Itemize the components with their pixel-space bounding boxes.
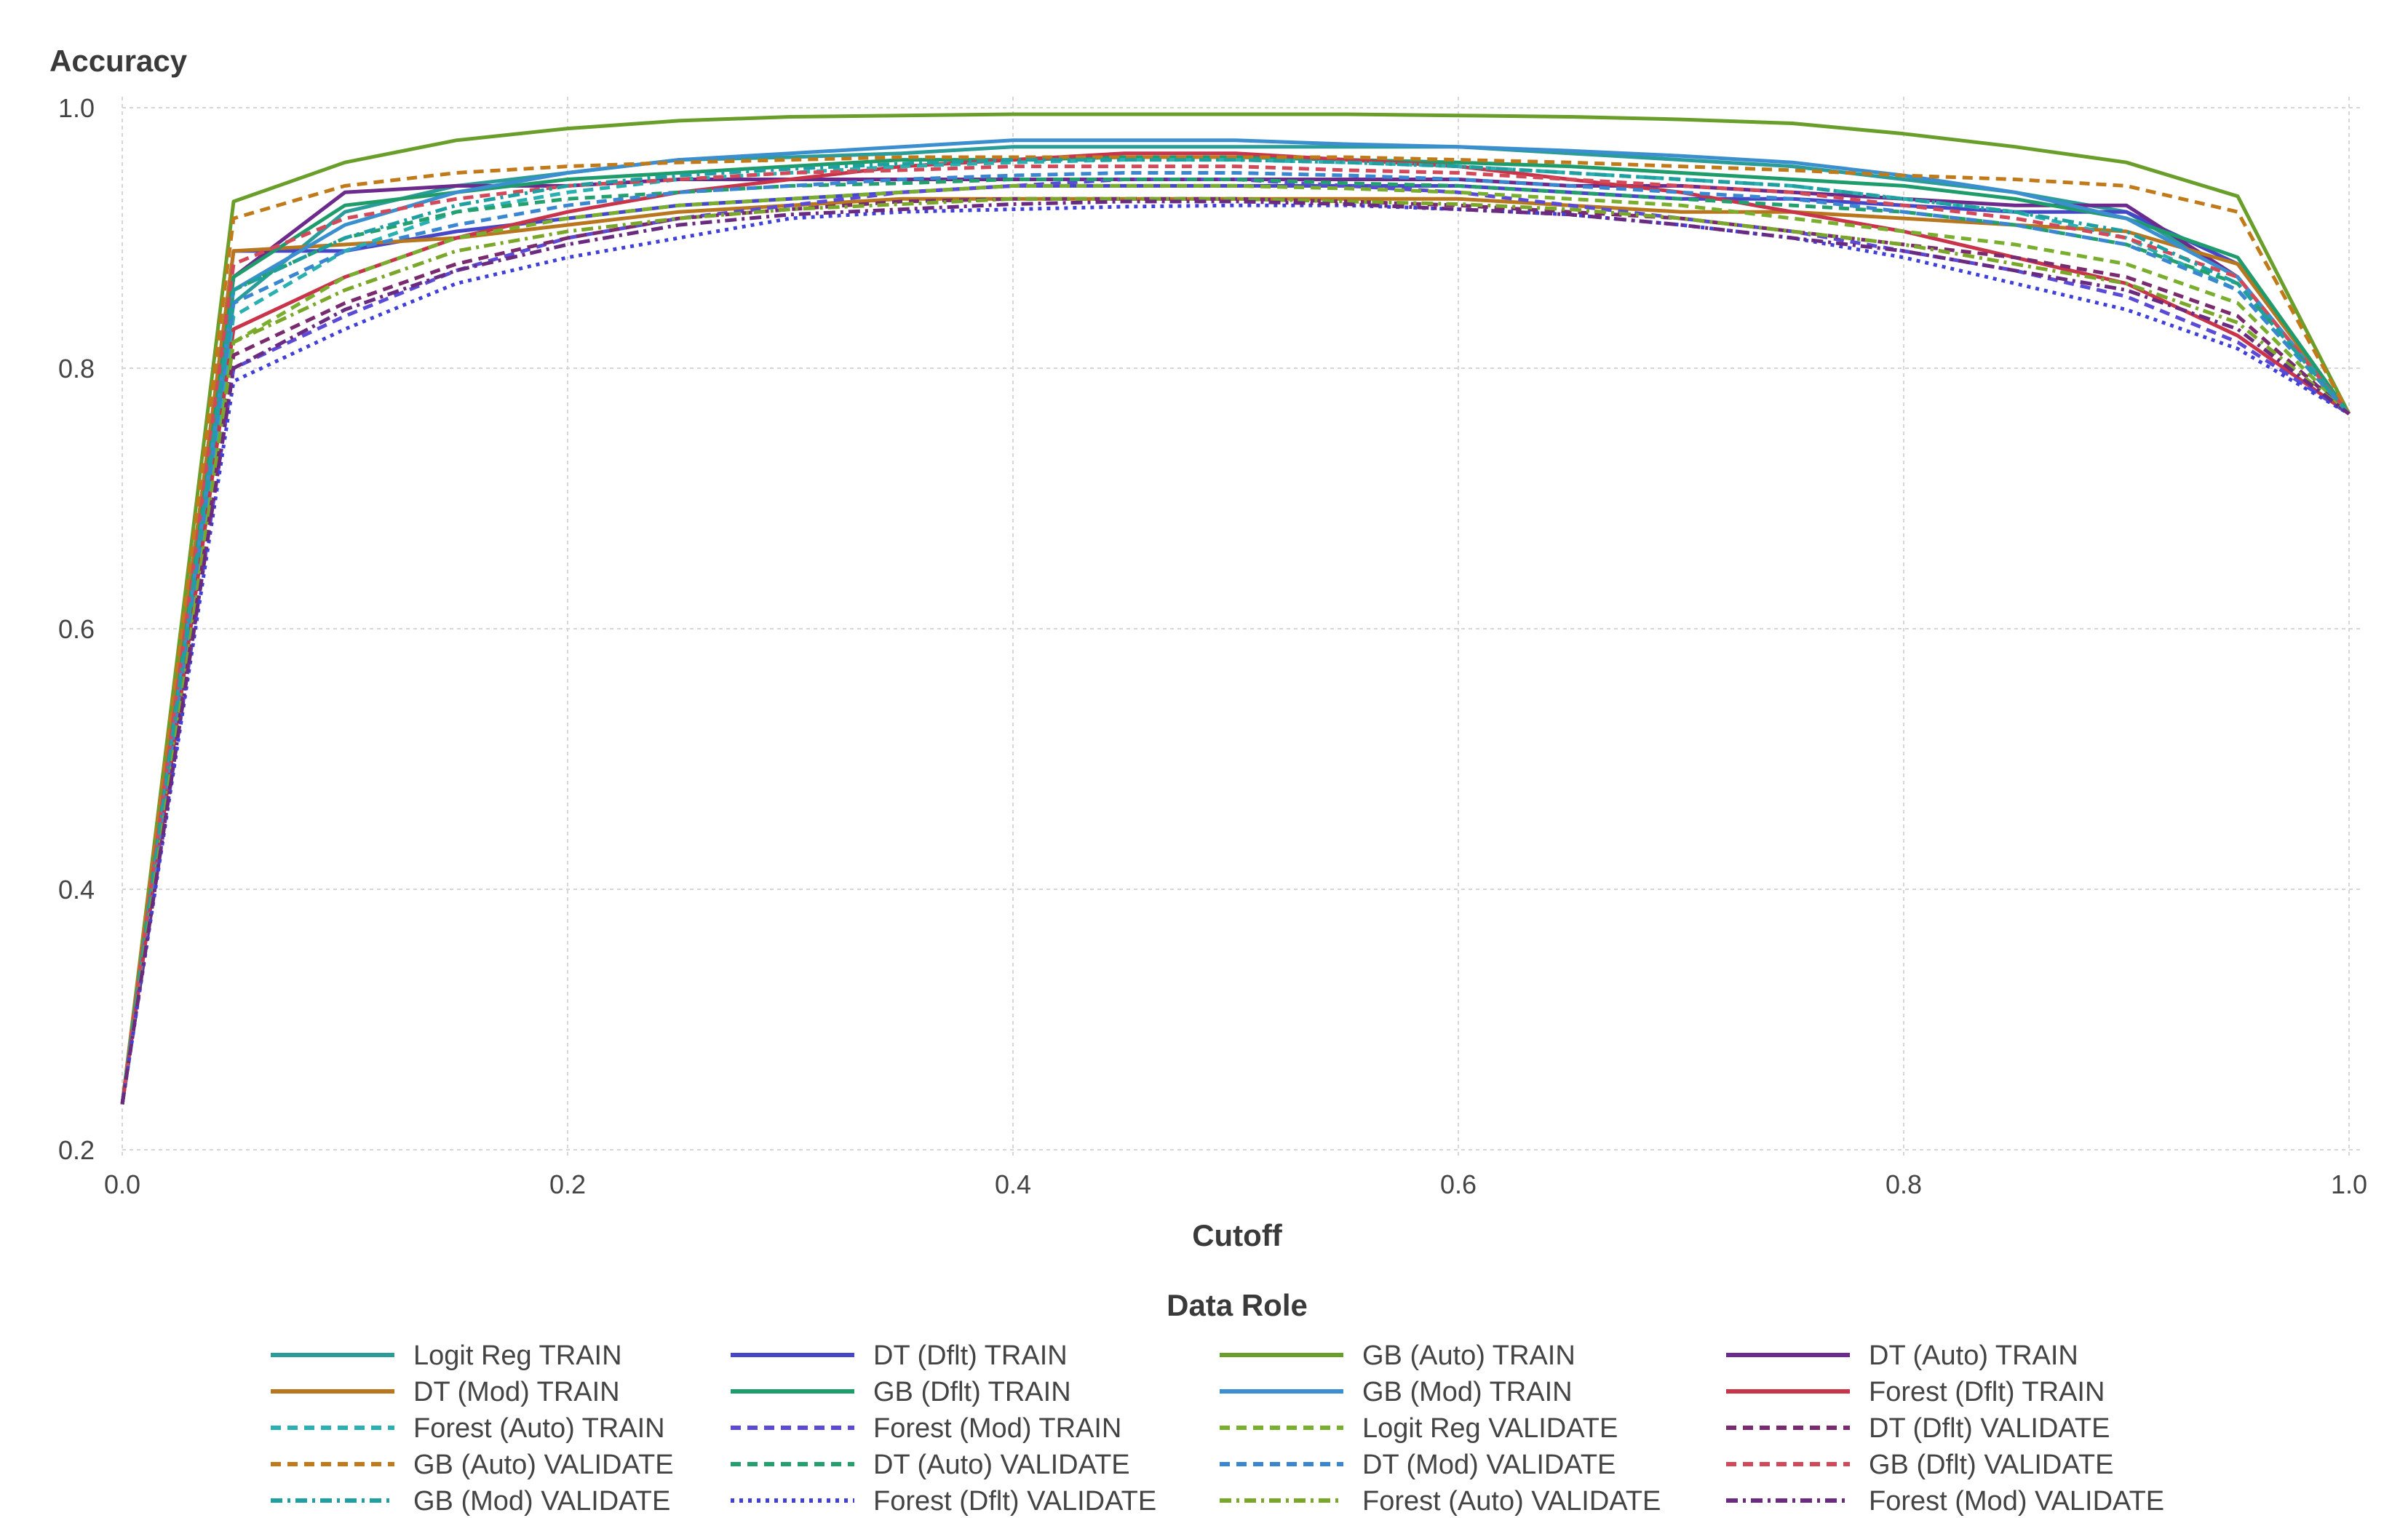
legend-label: DT (Mod) TRAIN	[413, 1377, 620, 1407]
legend-label: Logit Reg TRAIN	[413, 1340, 622, 1371]
legend-label: GB (Dflt) VALIDATE	[1869, 1450, 2113, 1480]
legend-label: Forest (Mod) TRAIN	[873, 1413, 1121, 1444]
legend-label: Forest (Dflt) VALIDATE	[873, 1486, 1156, 1517]
series-line-11	[120, 196, 2351, 1105]
legend-label: GB (Auto) TRAIN	[1362, 1340, 1575, 1371]
series-line-18	[120, 196, 2351, 1105]
y-axis-title: Accuracy	[49, 44, 188, 78]
legend-title: Data Role	[1167, 1288, 1308, 1322]
x-tick-label: 1.0	[2331, 1169, 2367, 1199]
legend-label: GB (Mod) TRAIN	[1362, 1377, 1573, 1407]
y-axis-ticks: 0.2 0.4 0.6 0.8 1.0	[58, 93, 95, 1165]
x-tick-label: 0.2	[549, 1169, 586, 1199]
legend-label: DT (Dflt) TRAIN	[873, 1340, 1068, 1371]
series-line-4	[120, 196, 2351, 1105]
series-line-3	[120, 178, 2351, 1105]
legend-label: GB (Dflt) TRAIN	[873, 1377, 1071, 1407]
legend-label: Forest (Mod) VALIDATE	[1869, 1486, 2164, 1517]
series-line-9	[120, 178, 2351, 1105]
legend-label: GB (Mod) VALIDATE	[413, 1486, 670, 1517]
legend-label: Logit Reg VALIDATE	[1362, 1413, 1618, 1444]
series-line-8	[120, 158, 2351, 1105]
series-line-15	[120, 164, 2351, 1105]
legend-label: Forest (Auto) TRAIN	[413, 1413, 665, 1444]
series-line-19	[120, 199, 2351, 1105]
grid	[122, 97, 2364, 1159]
x-axis-ticks: 0.0 0.2 0.4 0.6 0.8 1.0	[104, 1169, 2367, 1199]
x-axis-title: Cutoff	[1192, 1218, 1283, 1252]
series-lines	[120, 112, 2351, 1105]
legend-label: DT (Mod) VALIDATE	[1362, 1450, 1616, 1480]
y-tick-label: 0.2	[58, 1135, 95, 1165]
x-tick-label: 0.8	[1886, 1169, 1922, 1199]
legend-label: DT (Dflt) VALIDATE	[1869, 1413, 2110, 1444]
x-tick-label: 0.4	[995, 1169, 1031, 1199]
series-line-13	[120, 178, 2351, 1105]
y-tick-label: 0.8	[58, 354, 95, 384]
legend-label: DT (Auto) VALIDATE	[873, 1450, 1130, 1480]
legend-label: GB (Auto) VALIDATE	[413, 1450, 674, 1480]
series-line-0	[120, 145, 2351, 1105]
y-tick-label: 1.0	[58, 93, 95, 123]
legend-label: DT (Auto) TRAIN	[1869, 1340, 2078, 1371]
series-line-6	[120, 138, 2351, 1105]
legend-label: Forest (Dflt) TRAIN	[1869, 1377, 2105, 1407]
series-line-14	[120, 171, 2351, 1105]
series-line-12	[120, 155, 2351, 1105]
series-line-5	[120, 155, 2351, 1105]
series-line-7	[120, 151, 2351, 1105]
legend: Logit Reg TRAIN DT (Dflt) TRAIN GB (Auto) …	[271, 1340, 2164, 1517]
series-line-16	[120, 158, 2351, 1105]
series-line-17	[120, 203, 2351, 1105]
x-tick-label: 0.0	[104, 1169, 140, 1199]
legend-label: Forest (Auto) VALIDATE	[1362, 1486, 1661, 1517]
y-tick-label: 0.4	[58, 875, 95, 905]
x-tick-label: 0.6	[1440, 1169, 1477, 1199]
y-tick-label: 0.6	[58, 614, 95, 644]
series-line-2	[120, 112, 2351, 1105]
series-line-10	[120, 183, 2351, 1105]
series-line-1	[120, 183, 2351, 1105]
